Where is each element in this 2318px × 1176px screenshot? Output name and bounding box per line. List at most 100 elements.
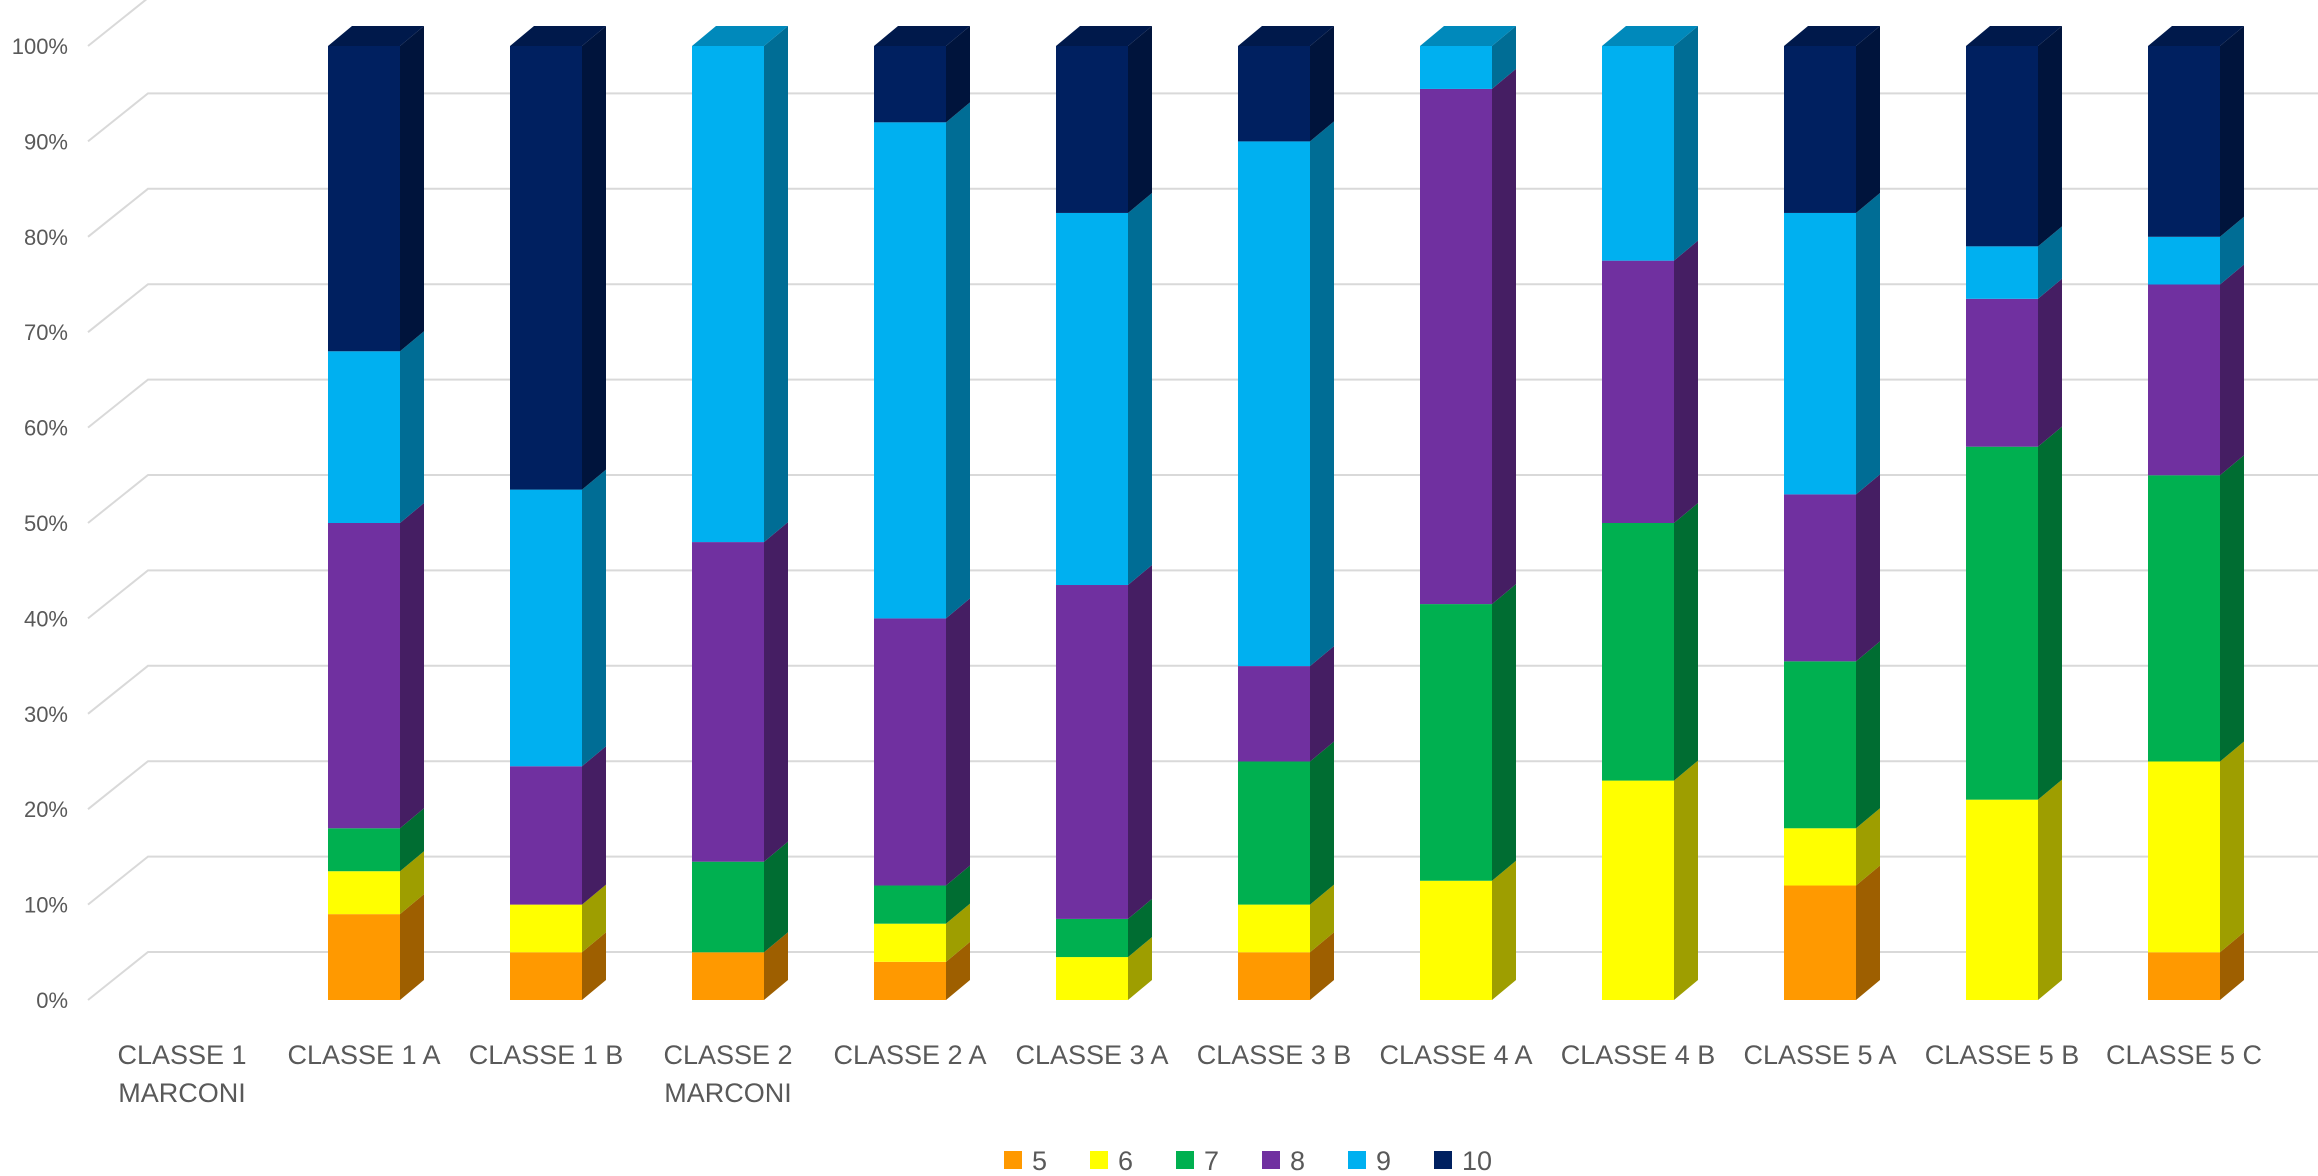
bar-segment-side: [946, 102, 970, 619]
x-tick-label: CLASSE 2 A: [833, 1040, 986, 1070]
bar-segment: [1238, 952, 1310, 1000]
gridline: [87, 855, 2318, 906]
bar-segment: [1784, 661, 1856, 829]
bar-segment-side: [1492, 68, 1516, 605]
bar-stack: [1420, 26, 1516, 1000]
bar-segment-side: [2220, 932, 2244, 1000]
bar-segment-side: [400, 894, 424, 1000]
bar-segment: [328, 46, 400, 352]
bar-segment-side: [1310, 121, 1334, 667]
bar-segment-side: [582, 469, 606, 767]
bar-segment: [1784, 46, 1856, 213]
bar-segment-side: [2220, 264, 2244, 476]
bar-segment-side: [2038, 779, 2062, 1000]
y-tick-label: 40%: [24, 606, 68, 631]
bar-segment-side: [946, 903, 970, 962]
bar-segment: [1238, 761, 1310, 905]
bar-segment-side: [1492, 26, 1516, 89]
bar-segment: [874, 923, 946, 962]
x-tick-label: CLASSE 5 A: [1743, 1040, 1896, 1070]
gridline: [87, 283, 2318, 333]
bar-segment: [510, 489, 582, 767]
bar-segment-side: [1492, 860, 1516, 1000]
bar-segment: [1602, 780, 1674, 1000]
bar-stack: [1602, 26, 1698, 1000]
bar-segment-top: [2148, 26, 2244, 46]
bar-segment-side: [400, 808, 424, 872]
bar-segment: [1784, 885, 1856, 1000]
x-tick-label: CLASSE 5 C: [2106, 1040, 2262, 1070]
bar-segment: [874, 618, 946, 886]
bars: [328, 26, 2244, 1000]
bar-segment: [510, 952, 582, 1000]
bar-segment-side: [1674, 503, 1698, 781]
y-tick-label: 50%: [24, 511, 68, 536]
legend-label: 10: [1462, 1146, 1492, 1176]
x-tick-label: CLASSE 5 B: [1925, 1040, 2080, 1070]
gridline: [87, 474, 2318, 524]
bar-stack: [874, 26, 970, 1000]
y-tick-label: 70%: [24, 320, 68, 345]
legend-label: 8: [1290, 1146, 1305, 1176]
bar-segment: [328, 871, 400, 915]
bar-segment-side: [2038, 226, 2062, 299]
gridline: [87, 760, 2318, 810]
bar-segment-side: [1128, 26, 1152, 213]
bar-segment: [874, 46, 946, 123]
x-tick-label: CLASSE 1 B: [469, 1040, 624, 1070]
bar-segment-side: [1856, 474, 1880, 662]
gridline: [87, 92, 2318, 143]
bar-segment-side: [2220, 455, 2244, 762]
bar-segment: [2148, 236, 2220, 285]
bar-segment-top: [874, 26, 970, 46]
bar-segment: [1784, 494, 1856, 662]
bar-segment: [1420, 604, 1492, 881]
y-tick-label: 100%: [12, 34, 68, 59]
bar-segment: [1056, 918, 1128, 958]
bar-segment: [1966, 46, 2038, 247]
y-tick-label: 20%: [24, 797, 68, 822]
bar-segment: [2148, 952, 2220, 1000]
legend-swatch: [1176, 1151, 1194, 1169]
bar-segment: [1420, 88, 1492, 605]
bar-stack: [510, 26, 606, 1000]
bar-segment-side: [2220, 26, 2244, 237]
bar-segment: [1966, 298, 2038, 447]
bar-segment: [328, 828, 400, 872]
bar-segment: [510, 904, 582, 953]
gridlines: [87, 0, 2318, 1001]
bar-segment-top: [1602, 26, 1698, 46]
bar-segment: [692, 542, 764, 862]
bar-segment-side: [1856, 26, 1880, 213]
bar-segment: [1784, 828, 1856, 886]
bar-segment: [1056, 212, 1128, 586]
bar-segment-side: [764, 26, 788, 543]
gridline: [87, 951, 2318, 1001]
bar-segment: [510, 46, 582, 490]
bar-segment: [1238, 46, 1310, 142]
bar-segment-top: [692, 26, 788, 46]
gridline: [87, 187, 2318, 238]
bar-segment: [1420, 46, 1492, 89]
bar-stack: [328, 26, 424, 1000]
bar-segment: [1784, 212, 1856, 495]
bar-segment: [692, 46, 764, 543]
bar-segment-side: [946, 598, 970, 886]
legend-swatch: [1004, 1151, 1022, 1169]
bar-segment-side: [1310, 646, 1334, 762]
y-tick-label: 0%: [36, 988, 68, 1013]
bar-segment-side: [2038, 426, 2062, 800]
bar-segment-side: [2220, 741, 2244, 953]
bar-segment: [2148, 761, 2220, 953]
bar-segment-side: [1310, 741, 1334, 905]
bar-segment-side: [1128, 565, 1152, 919]
bar-segment: [874, 885, 946, 924]
x-tick-label: CLASSE 3 B: [1197, 1040, 1352, 1070]
bar-segment-side: [582, 26, 606, 490]
bar-segment-top: [1238, 26, 1334, 46]
bar-segment-side: [764, 932, 788, 1000]
x-tick-label: CLASSE 1 A: [287, 1040, 440, 1070]
bar-segment-side: [1310, 884, 1334, 953]
